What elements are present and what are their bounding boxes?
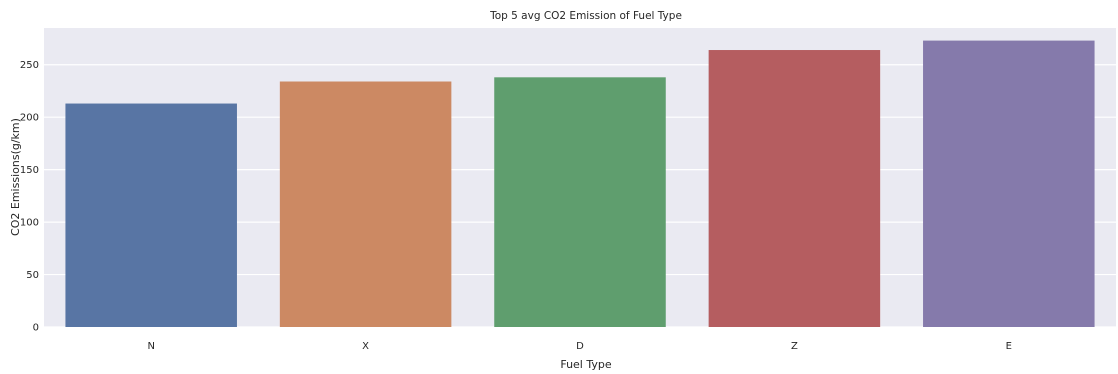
chart-title: Top 5 avg CO2 Emission of Fuel Type [489, 10, 682, 22]
bar-D [494, 77, 666, 327]
bars [65, 40, 1095, 328]
y-tick-label: 150 [20, 165, 39, 176]
bar-Z [708, 50, 881, 327]
x-axis-label: Fuel Type [560, 358, 612, 371]
x-tick-label: Z [791, 341, 798, 352]
y-tick-label: 250 [20, 60, 39, 71]
bar-N [65, 103, 237, 328]
x-tick-label: N [147, 341, 154, 352]
x-tick-label: D [576, 341, 584, 352]
bar-E [923, 40, 1095, 327]
y-axis-label: CO2 Emissions(g/km) [9, 118, 22, 236]
x-tick-label: X [362, 341, 369, 352]
x-tick-label: E [1006, 341, 1012, 352]
y-tick-label: 200 [20, 113, 39, 124]
y-tick-label: 50 [26, 270, 39, 281]
y-tick-label: 0 [33, 323, 39, 334]
y-tick-label: 100 [20, 218, 39, 229]
bar-X [279, 81, 452, 327]
y-axis-ticks: 0 50 100 150 200 250 [20, 60, 39, 333]
